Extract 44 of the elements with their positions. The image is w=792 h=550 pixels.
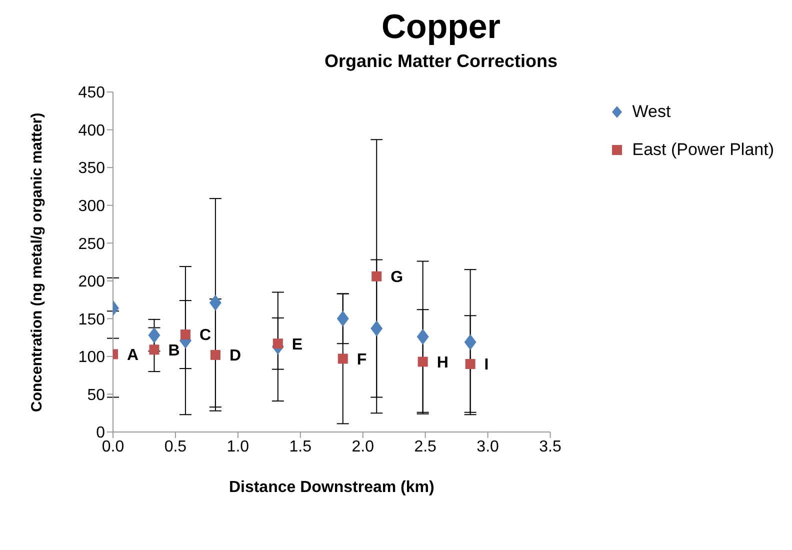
x-axis-title: Distance Downstream (km): [228, 479, 434, 496]
x-tick-label: 2.0: [352, 438, 374, 456]
x-tick-label: 3.5: [539, 438, 562, 456]
x-tick-label: 3.0: [476, 438, 500, 456]
annotation: D: [229, 348, 242, 365]
point: [148, 327, 160, 344]
x-tick-label: 2.5: [414, 438, 437, 456]
annotation: I: [484, 356, 489, 374]
y-tick-label: 100: [78, 349, 106, 366]
legend-label: East (Power Plant): [632, 140, 774, 160]
point: [209, 294, 222, 311]
y-tick-label: 400: [78, 122, 106, 140]
point: [180, 330, 190, 340]
y-tick-label: 200: [78, 274, 106, 291]
y-tick-label: 50: [87, 386, 106, 404]
annotation: A: [127, 346, 139, 364]
y-axis-title: Concentration (ng metal/g organic matter): [28, 112, 46, 412]
point: [372, 271, 382, 282]
x-tick-label: 1.0: [226, 438, 250, 456]
x-tick-label: 0.5: [164, 438, 187, 456]
point: [465, 359, 476, 369]
point: [210, 350, 220, 360]
y-tick-label: 450: [78, 84, 106, 102]
annotation: F: [356, 351, 367, 368]
y-tick-label: 300: [78, 198, 106, 216]
annotation: C: [199, 327, 212, 344]
point: [416, 328, 429, 345]
y-tick-label: 150: [78, 311, 106, 328]
y-tick-label: 250: [78, 236, 106, 253]
legend-label: West: [632, 102, 671, 122]
point: [370, 320, 383, 336]
annotation: B: [168, 342, 180, 360]
point: [338, 354, 348, 364]
point: [464, 334, 476, 350]
chart-subtitle: Organic Matter Corrections: [323, 51, 559, 72]
chart-title: Copper: [380, 8, 502, 47]
annotation: H: [436, 354, 448, 372]
annotation: E: [292, 336, 303, 354]
point: [336, 310, 349, 327]
annotation: G: [390, 269, 404, 286]
y-tick-label: 350: [78, 160, 106, 178]
point: [149, 344, 160, 355]
point: [418, 356, 428, 367]
x-tick-label: 1.5: [289, 438, 312, 456]
